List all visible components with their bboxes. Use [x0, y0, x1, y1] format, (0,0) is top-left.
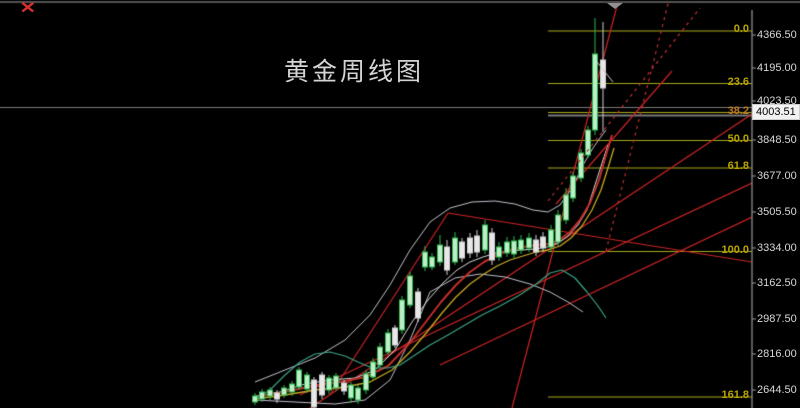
price-axis-label: 3848.50 [757, 134, 797, 146]
fib-level-label: 61.8 [727, 160, 749, 172]
down-triangle-marker [607, 3, 623, 9]
price-axis-label: 3677.00 [757, 170, 797, 182]
price-axis-label: 3334.00 [757, 242, 797, 254]
fib-level-label: 38.2 [727, 104, 749, 117]
fib-level-label: 161.8 [721, 389, 749, 401]
fib-level-label: 23.6 [727, 75, 749, 88]
chart-title: 黄金周线图 [284, 59, 425, 86]
price-axis-label: 2644.50 [757, 384, 797, 396]
price-axis-label: 2987.50 [757, 313, 797, 325]
price-axis-label: 4023.50 [757, 95, 797, 107]
price-axis-label: 4195.00 [757, 62, 797, 74]
price-axis-label: 3162.50 [757, 277, 797, 289]
price-axis-label: 4366.50 [757, 29, 797, 41]
fib-level-label: 0.0 [733, 23, 749, 35]
price-axis-label: 2816.00 [757, 348, 797, 360]
fib-level-label: 50.0 [727, 132, 749, 145]
close-icon[interactable]: ✕ [19, 0, 37, 17]
current-price-badge: 4003.51 [752, 104, 800, 120]
price-axis-label: 3505.50 [757, 206, 797, 218]
fib-level-label: 100.0 [721, 243, 749, 256]
